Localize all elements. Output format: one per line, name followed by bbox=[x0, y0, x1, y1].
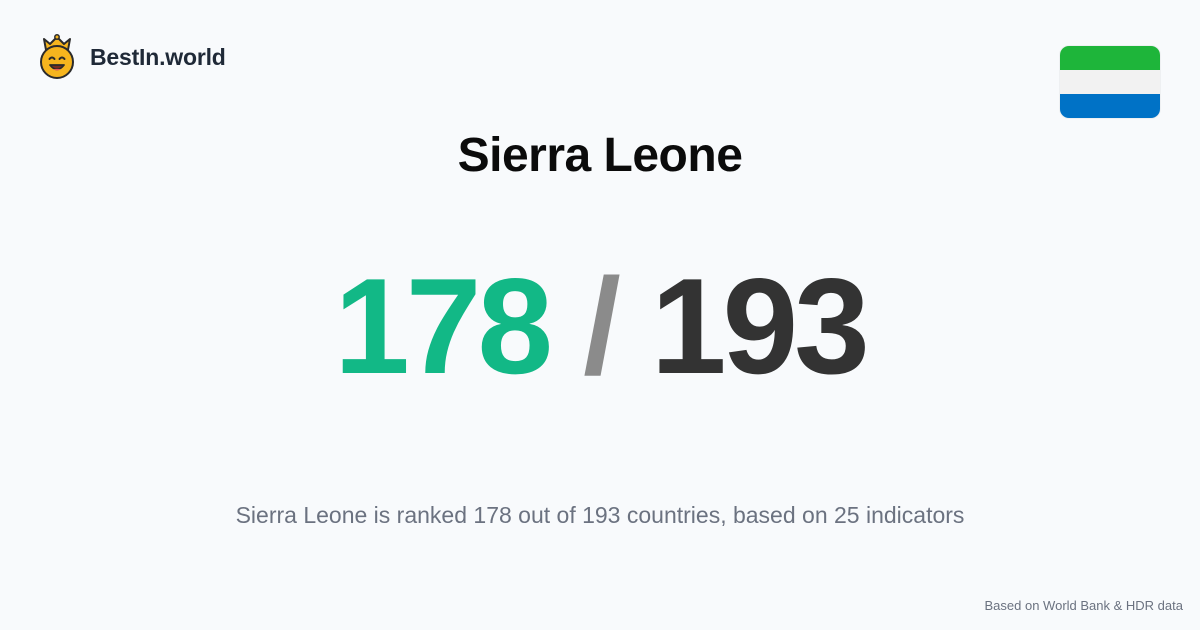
rank-total: 193 bbox=[650, 250, 870, 402]
rank-separator: / bbox=[583, 250, 621, 402]
brand-name: BestIn.world bbox=[90, 43, 226, 70]
rank-display: 178 / 193 bbox=[0, 258, 1200, 394]
ranking-summary: Sierra Leone is ranked 178 out of 193 co… bbox=[235, 502, 965, 528]
flag-stripe-blue bbox=[1060, 94, 1160, 118]
crowned-smiley-icon bbox=[40, 34, 74, 79]
rank-value: 178 bbox=[334, 250, 553, 402]
flag-stripe-green bbox=[1060, 46, 1160, 70]
country-flag bbox=[1060, 46, 1160, 118]
data-source-note: Based on World Bank & HDR data bbox=[984, 598, 1183, 614]
country-title: Sierra Leone bbox=[457, 129, 743, 183]
flag-stripe-white bbox=[1060, 70, 1160, 94]
brand-link[interactable]: BestIn.world bbox=[38, 34, 226, 80]
